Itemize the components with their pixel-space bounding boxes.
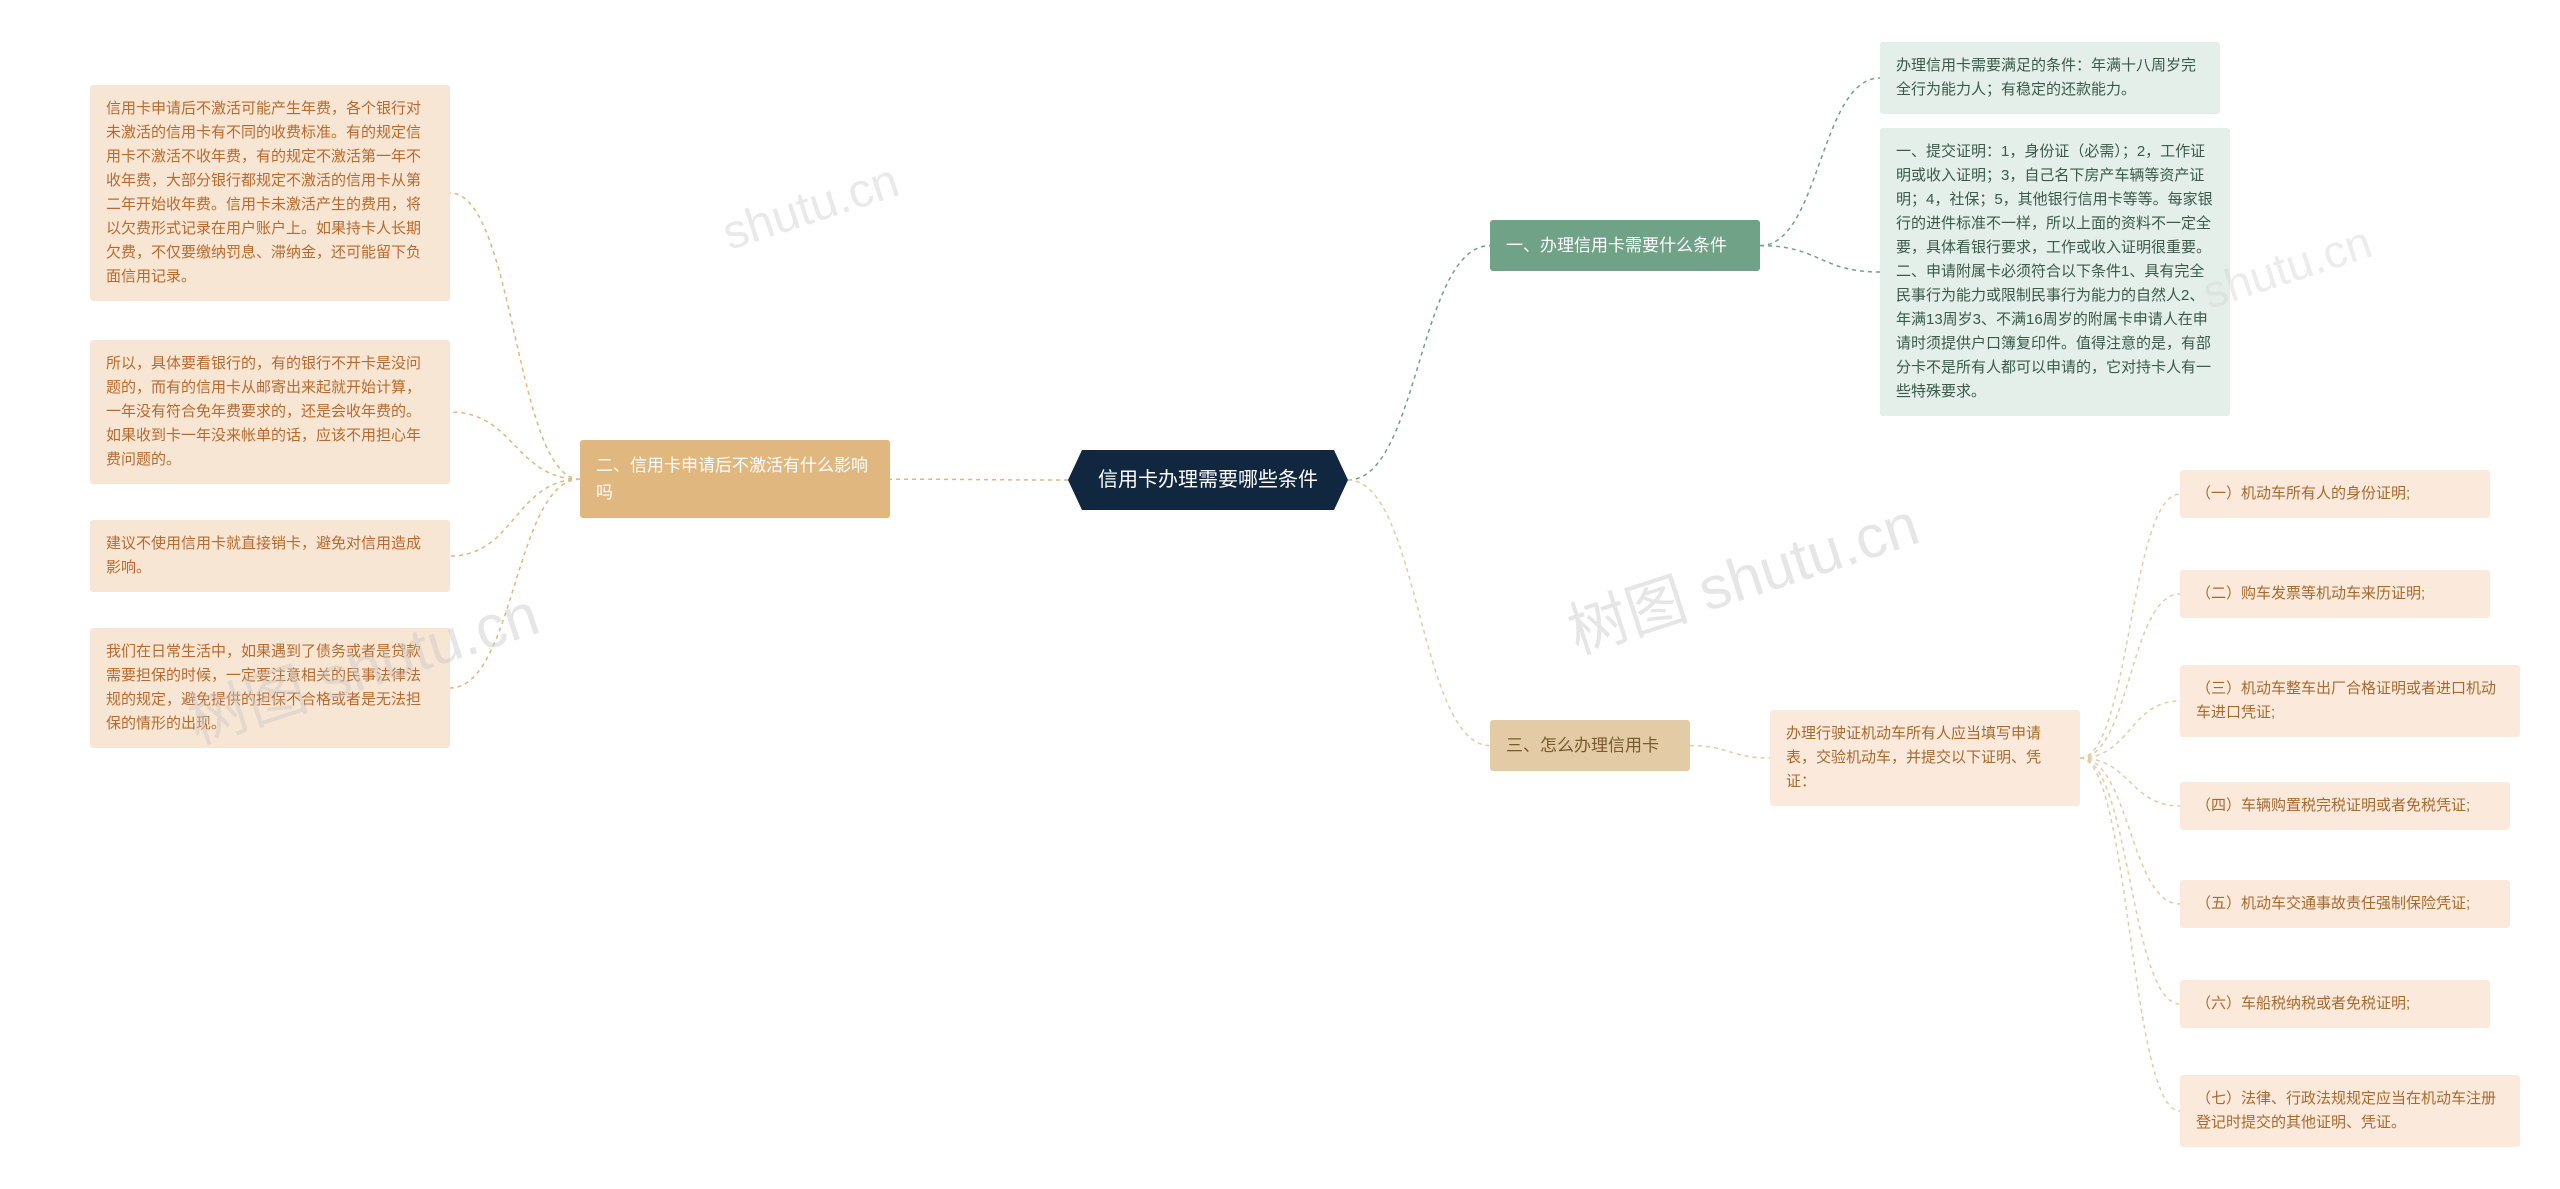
leaf-b3-5: （五）机动车交通事故责任强制保险凭证; <box>2180 880 2510 928</box>
leaf-b1-2: 一、提交证明：1，身份证（必需）；2，工作证明或收入证明；3，自己名下房产车辆等… <box>1880 128 2230 416</box>
connector <box>2080 758 2180 904</box>
watermark: shutu.cn <box>716 153 906 261</box>
connector <box>1760 78 1880 246</box>
leaf-b3-1: （一）机动车所有人的身份证明; <box>2180 470 2490 518</box>
leaf-b2-1: 信用卡申请后不激活可能产生年费，各个银行对未激活的信用卡有不同的收费标准。有的规… <box>90 85 450 301</box>
connector <box>450 479 580 556</box>
connector <box>1760 246 1880 272</box>
connector <box>2080 758 2180 1111</box>
root-node: 信用卡办理需要哪些条件 <box>1068 450 1348 510</box>
branch-1: 一、办理信用卡需要什么条件 <box>1490 220 1760 271</box>
connector <box>450 479 580 688</box>
leaf-b2-4: 我们在日常生活中，如果遇到了债务或者是贷款需要担保的时候，一定要注意相关的民事法… <box>90 628 450 748</box>
connector <box>2080 758 2180 1004</box>
leaf-b3-4: （四）车辆购置税完税证明或者免税凭证; <box>2180 782 2510 830</box>
branch-2: 二、信用卡申请后不激活有什么影响吗 <box>580 440 890 518</box>
branch-3: 三、怎么办理信用卡 <box>1490 720 1690 771</box>
leaf-b3-3: （三）机动车整车出厂合格证明或者进口机动车进口凭证; <box>2180 665 2520 737</box>
leaf-b1-1: 办理信用卡需要满足的条件：年满十八周岁完全行为能力人；有稳定的还款能力。 <box>1880 42 2220 114</box>
connector <box>2080 494 2180 758</box>
connector <box>2080 758 2180 806</box>
connector <box>1348 480 1490 746</box>
connector <box>890 479 1068 480</box>
leaf-b3-mid: 办理行驶证机动车所有人应当填写申请表，交验机动车，并提交以下证明、凭证： <box>1770 710 2080 806</box>
leaf-b2-3: 建议不使用信用卡就直接销卡，避免对信用造成影响。 <box>90 520 450 592</box>
leaf-b2-2: 所以，具体要看银行的，有的银行不开卡是没问题的，而有的信用卡从邮寄出来起就开始计… <box>90 340 450 484</box>
connector <box>2080 701 2180 758</box>
connector <box>2080 594 2180 758</box>
watermark: 树图 shutu.cn <box>1555 476 1928 671</box>
leaf-b3-7: （七）法律、行政法规规定应当在机动车注册登记时提交的其他证明、凭证。 <box>2180 1075 2520 1147</box>
connector <box>450 193 580 479</box>
connector <box>1348 246 1490 480</box>
leaf-b3-6: （六）车船税纳税或者免税证明; <box>2180 980 2490 1028</box>
connector <box>450 412 580 479</box>
leaf-b3-2: （二）购车发票等机动车来历证明; <box>2180 570 2490 618</box>
connector <box>1690 746 1770 758</box>
